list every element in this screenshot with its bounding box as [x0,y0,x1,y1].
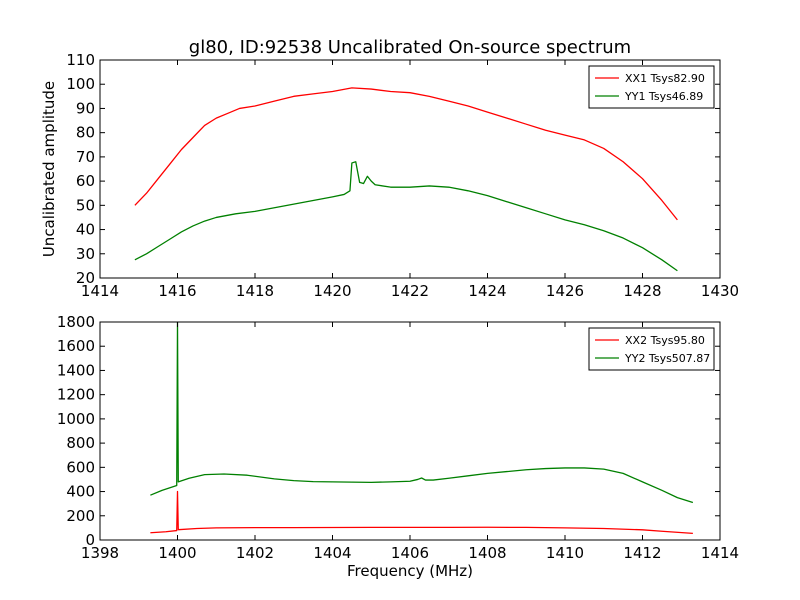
x-tick-label: 1406 [391,544,429,562]
x-tick-label: 1412 [623,544,661,562]
y-tick-label: 600 [66,458,95,476]
series-line-2-2 [150,322,694,504]
y-tick-label: 20 [76,269,95,287]
y-tick-label: 90 [76,99,95,117]
x-tick-label: 1410 [546,544,584,562]
series-line-2-1 [150,490,693,534]
subplot-1: 1414 1416 1418 1420 1422 1424 1426 1428 1430 20 30… [40,51,739,300]
x-tick-label: 1430 [701,282,739,300]
legend-label: XX1 Tsys82.90 [625,72,705,85]
x-tick-label: 1424 [468,282,506,300]
plot-panels: 1414 1416 1418 1420 1422 1424 1426 1428 1430 20 30… [40,51,739,580]
x-tick-label: 1408 [468,544,506,562]
chart-title: gl80, ID:92538 Uncalibrated On-source sp… [189,37,631,58]
y-tick-label: 60 [76,172,95,190]
x-tick-label: 1404 [313,544,351,562]
legend-label: XX2 Tsys95.80 [625,334,705,347]
x-tick-label: 1418 [236,282,274,300]
y-axis-label: Uncalibrated amplitude [40,81,58,257]
y-tick-label: 1000 [57,410,95,428]
y-tick-label: 1400 [57,361,95,379]
legend-label: YY2 Tsys507.87 [624,352,710,365]
y-tick-label: 40 [76,221,95,239]
x-tick-label: 1414 [81,282,119,300]
y-tick-label: 110 [66,51,95,69]
y-tick-label: 200 [66,507,95,525]
y-tick-label: 100 [66,75,95,93]
y-tick-label: 1800 [57,313,95,331]
series-line-1-1 [134,87,678,221]
x-tick-label: 1420 [313,282,351,300]
legend: XX2 Tsys95.80 YY2 Tsys507.87 [588,327,715,371]
legend-label: YY1 Tsys46.89 [624,90,703,103]
y-tick-label: 0 [85,531,95,549]
y-tick-label: 800 [66,434,95,452]
y-tick-label: 80 [76,124,95,142]
series-line-1-2 [134,161,678,272]
x-tick-label: 1422 [391,282,429,300]
x-tick-label: 1400 [158,544,196,562]
x-tick-label: 1428 [623,282,661,300]
y-tick-label: 400 [66,483,95,501]
x-axis-label: Frequency (MHz) [347,562,473,580]
legend-box [588,327,715,371]
legend: XX1 Tsys82.90 YY1 Tsys46.89 [588,65,715,109]
x-tick-label: 1402 [236,544,274,562]
y-tick-label: 50 [76,196,95,214]
x-tick-label: 1398 [81,544,119,562]
subplot-2: 1398 1400 1402 1404 1406 1408 1410 1412 1414 0 200… [57,313,739,580]
x-tick-label: 1416 [158,282,196,300]
y-tick-label: 70 [76,148,95,166]
x-tick-label: 1426 [546,282,584,300]
y-tick-label: 1600 [57,337,95,355]
legend-box [588,65,715,109]
x-tick-label: 1414 [701,544,739,562]
y-tick-label: 30 [76,245,95,263]
y-tick-label: 1200 [57,386,95,404]
